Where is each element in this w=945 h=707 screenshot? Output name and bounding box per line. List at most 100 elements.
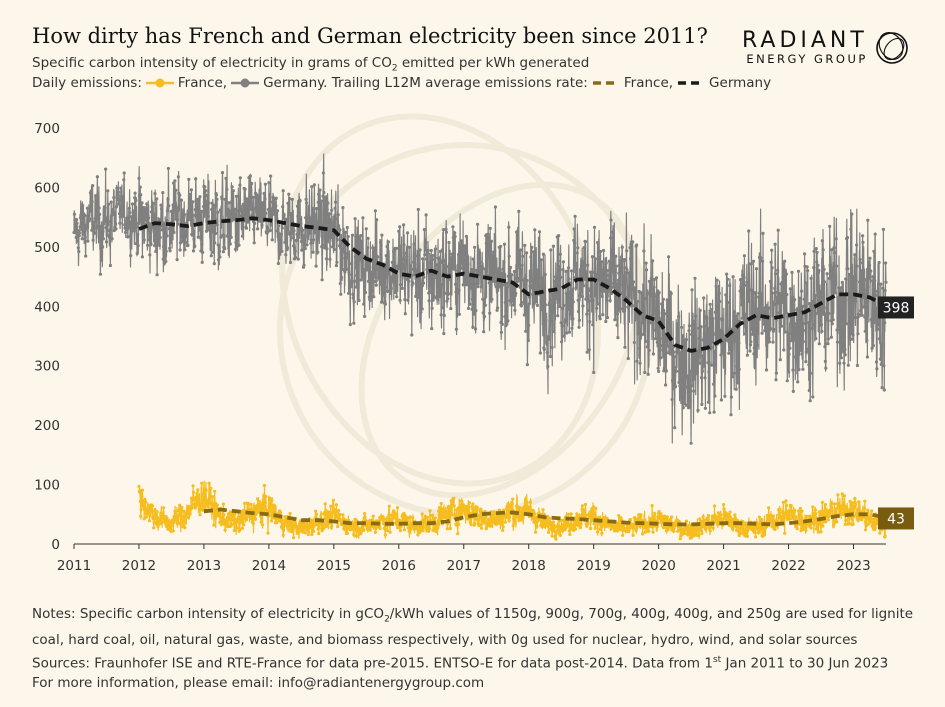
- france-daily-point: [582, 509, 586, 513]
- germany-daily-point: [236, 237, 240, 241]
- france-daily-point: [659, 512, 663, 516]
- germany-daily-point: [494, 285, 498, 289]
- germany-daily-point: [400, 286, 404, 290]
- germany-daily-point: [79, 223, 83, 227]
- germany-daily-point: [700, 369, 705, 373]
- germany-daily-point: [864, 292, 868, 296]
- x-tick-label: 2014: [252, 558, 286, 574]
- germany-daily-point: [757, 295, 761, 299]
- germany-daily-point: [698, 308, 702, 312]
- germany-daily-point: [814, 247, 818, 251]
- germany-daily-point: [150, 205, 154, 209]
- germany-daily-point: [796, 269, 801, 273]
- germany-daily-point: [874, 289, 878, 293]
- germany-daily-point: [323, 195, 327, 199]
- germany-daily-point: [190, 223, 194, 227]
- germany-daily-point: [308, 229, 312, 233]
- germany-daily-point: [825, 302, 830, 306]
- x-tick-label: 2015: [317, 558, 351, 574]
- germany-daily-point: [587, 348, 591, 352]
- germany-daily-point: [406, 298, 410, 302]
- germany-daily-point: [716, 331, 721, 335]
- germany-daily-point: [481, 311, 485, 315]
- germany-daily-point: [288, 233, 292, 237]
- germany-daily-point: [562, 303, 566, 307]
- germany-daily-point: [566, 269, 570, 273]
- germany-daily-point: [823, 359, 828, 363]
- germany-daily-point: [314, 264, 318, 268]
- germany-daily-point: [196, 235, 200, 239]
- germany-daily-point: [372, 254, 376, 258]
- germany-daily-point: [158, 235, 162, 240]
- france-daily-point: [207, 496, 212, 500]
- germany-daily-point: [270, 238, 274, 242]
- germany-daily-point: [807, 363, 811, 367]
- germany-daily-point: [425, 268, 429, 272]
- germany-daily-point: [200, 242, 204, 246]
- germany-daily-point: [584, 297, 588, 301]
- germany-daily-point: [403, 312, 407, 316]
- germany-daily-point: [166, 166, 170, 171]
- france-daily-point: [533, 512, 537, 516]
- germany-daily-point: [520, 267, 524, 271]
- germany-daily-point: [577, 318, 582, 322]
- germany-daily-point: [234, 194, 238, 198]
- x-tick-label: 2020: [641, 558, 675, 574]
- france-daily-point: [771, 514, 776, 518]
- germany-daily-point: [93, 217, 97, 221]
- france-daily-point: [599, 525, 604, 529]
- germany-daily-point: [204, 229, 209, 233]
- germany-daily-point: [558, 252, 562, 256]
- france-daily-point: [767, 506, 771, 510]
- france-daily-point: [471, 502, 475, 506]
- germany-daily-point: [401, 262, 405, 266]
- france-daily-point: [823, 503, 828, 507]
- germany-daily-point: [612, 281, 616, 285]
- germany-daily-point: [398, 283, 403, 287]
- germany-daily-point: [741, 273, 745, 277]
- germany-daily-point: [536, 275, 540, 279]
- france-daily-point: [627, 527, 631, 531]
- france-daily-point: [842, 510, 846, 514]
- germany-daily-point: [326, 201, 330, 205]
- germany-daily-point: [880, 343, 884, 347]
- germany-daily-point: [88, 217, 92, 221]
- germany-daily-point: [394, 246, 398, 250]
- germany-daily-point: [545, 351, 549, 355]
- germany-daily-point: [864, 278, 868, 282]
- germany-daily-point: [410, 333, 414, 337]
- germany-daily-point: [175, 218, 180, 222]
- france-daily-point: [150, 504, 154, 508]
- germany-daily-point: [276, 230, 280, 234]
- germany-daily-point: [826, 337, 831, 341]
- germany-daily-point: [801, 340, 805, 344]
- germany-daily-point: [775, 295, 779, 299]
- france-daily-point: [832, 522, 836, 526]
- france-daily-point: [162, 506, 166, 510]
- france-daily-point: [690, 536, 694, 540]
- france-end-label-box: [878, 507, 914, 530]
- france-daily-point: [812, 518, 817, 522]
- germany-daily-point: [553, 297, 557, 301]
- germany-daily-point: [437, 272, 441, 276]
- france-daily-point: [462, 504, 466, 508]
- germany-daily-point: [75, 221, 79, 225]
- germany-daily-point: [842, 342, 847, 346]
- germany-daily-point: [699, 325, 703, 329]
- france-daily-point: [282, 524, 286, 528]
- legend-germany-avg-swatch: [678, 81, 705, 85]
- germany-daily-point: [525, 251, 529, 255]
- germany-daily-point: [644, 268, 649, 272]
- germany-daily-point: [767, 306, 771, 310]
- germany-daily-point: [244, 226, 248, 230]
- france-daily-point: [398, 529, 403, 533]
- germany-daily-point: [279, 232, 283, 236]
- germany-daily-point: [291, 236, 295, 240]
- germany-daily-point: [745, 283, 749, 287]
- germany-daily-point: [164, 259, 168, 264]
- germany-daily-point: [483, 267, 487, 271]
- germany-daily-point: [112, 196, 116, 200]
- france-daily-point: [830, 509, 834, 513]
- germany-daily-point: [128, 211, 132, 215]
